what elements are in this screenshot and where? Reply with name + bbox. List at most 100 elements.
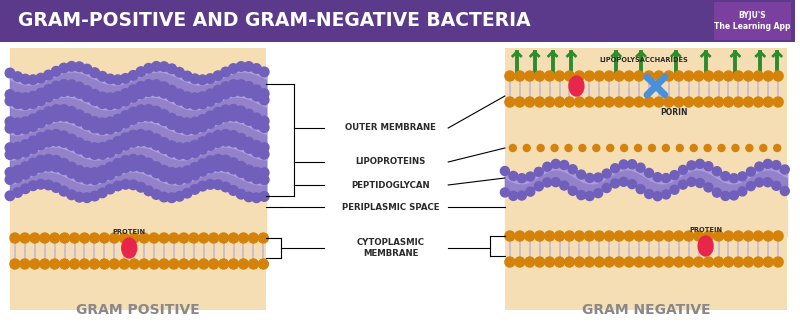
Circle shape (198, 137, 207, 146)
Circle shape (182, 143, 192, 152)
Circle shape (565, 231, 574, 241)
Circle shape (594, 97, 604, 107)
Circle shape (674, 97, 684, 107)
Circle shape (662, 145, 670, 151)
Circle shape (614, 257, 624, 267)
Circle shape (525, 97, 534, 107)
Circle shape (614, 97, 624, 107)
Circle shape (190, 117, 200, 127)
Circle shape (167, 167, 177, 177)
Circle shape (136, 182, 146, 192)
Circle shape (79, 259, 90, 269)
Circle shape (90, 89, 99, 99)
Circle shape (90, 143, 99, 152)
Circle shape (206, 111, 215, 121)
Circle shape (734, 231, 743, 241)
Circle shape (28, 158, 38, 168)
Circle shape (249, 259, 258, 269)
Circle shape (206, 163, 215, 173)
Circle shape (664, 97, 674, 107)
Circle shape (763, 71, 774, 81)
Circle shape (755, 162, 764, 171)
Circle shape (644, 257, 654, 267)
Circle shape (619, 177, 628, 186)
Circle shape (772, 161, 781, 170)
Circle shape (551, 178, 560, 187)
Circle shape (82, 114, 92, 123)
Circle shape (244, 165, 254, 175)
Circle shape (198, 99, 207, 109)
Circle shape (136, 162, 146, 172)
Circle shape (113, 75, 122, 85)
Circle shape (59, 112, 69, 121)
Circle shape (674, 231, 684, 241)
Circle shape (565, 257, 574, 267)
Circle shape (51, 162, 61, 172)
Circle shape (90, 68, 99, 77)
Circle shape (525, 257, 534, 267)
Circle shape (746, 181, 755, 191)
Circle shape (174, 123, 184, 133)
Circle shape (13, 92, 22, 102)
Text: PERIPLASMIC SPACE: PERIPLASMIC SPACE (342, 202, 439, 212)
Circle shape (221, 182, 230, 192)
Circle shape (634, 145, 642, 151)
Circle shape (136, 155, 146, 165)
Circle shape (110, 233, 119, 243)
Circle shape (221, 155, 230, 165)
Circle shape (82, 64, 92, 74)
Circle shape (714, 97, 723, 107)
Ellipse shape (698, 236, 713, 256)
Text: BYJU'S
The Learning App: BYJU'S The Learning App (714, 11, 790, 31)
Circle shape (258, 233, 268, 243)
Circle shape (167, 193, 177, 202)
Circle shape (515, 97, 525, 107)
Circle shape (214, 180, 222, 189)
Circle shape (113, 122, 122, 131)
Circle shape (714, 257, 723, 267)
Bar (10, 48, 266, 310)
Circle shape (90, 150, 99, 159)
Circle shape (151, 80, 161, 89)
Circle shape (28, 114, 38, 124)
Text: PROTEIN: PROTEIN (113, 229, 146, 235)
Circle shape (121, 140, 130, 150)
Circle shape (763, 178, 772, 187)
Circle shape (159, 192, 169, 202)
Circle shape (252, 193, 262, 202)
Circle shape (136, 105, 146, 114)
Circle shape (113, 99, 122, 109)
Circle shape (634, 71, 644, 81)
Circle shape (13, 72, 22, 81)
Circle shape (13, 125, 22, 134)
Circle shape (198, 115, 207, 124)
Circle shape (718, 145, 725, 151)
Circle shape (90, 117, 99, 126)
Circle shape (654, 71, 664, 81)
Circle shape (121, 118, 130, 128)
Circle shape (584, 71, 594, 81)
Circle shape (21, 100, 30, 110)
Circle shape (236, 140, 246, 149)
Circle shape (577, 170, 586, 179)
Circle shape (252, 64, 262, 73)
Circle shape (505, 97, 515, 107)
Circle shape (28, 75, 38, 84)
Circle shape (74, 165, 84, 175)
Circle shape (59, 159, 69, 168)
Circle shape (738, 172, 747, 181)
Circle shape (51, 136, 61, 146)
Circle shape (67, 190, 76, 199)
Circle shape (694, 97, 704, 107)
Circle shape (167, 120, 177, 129)
Circle shape (106, 74, 115, 84)
Circle shape (690, 145, 697, 151)
Circle shape (98, 72, 107, 81)
Circle shape (543, 178, 552, 187)
Circle shape (151, 168, 161, 178)
Circle shape (67, 87, 76, 96)
Circle shape (151, 140, 161, 150)
Circle shape (654, 257, 664, 267)
Circle shape (36, 163, 46, 172)
Circle shape (99, 259, 110, 269)
